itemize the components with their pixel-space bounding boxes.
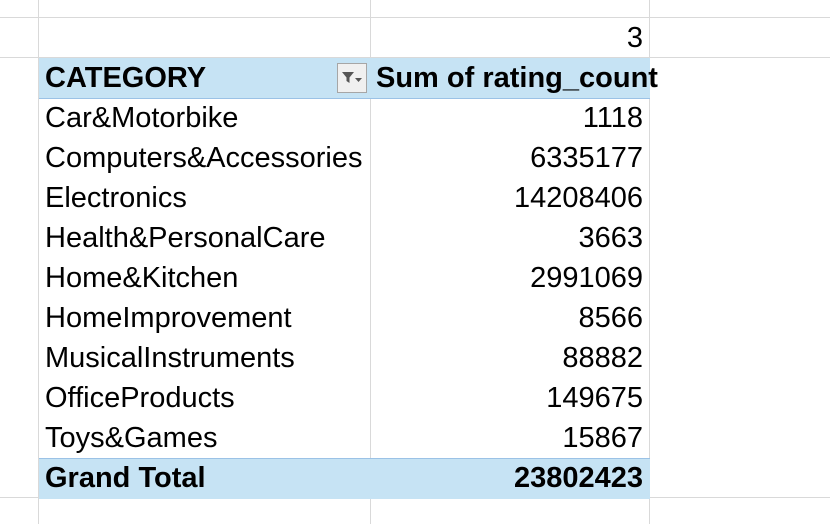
category-cell[interactable]: Health&PersonalCare [45, 222, 326, 254]
grand-total-label[interactable]: Grand Total [45, 462, 206, 494]
filter-dropdown-button[interactable] [337, 63, 367, 93]
category-cell[interactable]: HomeImprovement [45, 302, 292, 334]
grid-row-line [0, 17, 830, 18]
value-cell[interactable]: 6335177 [530, 142, 643, 174]
grid-column-line [38, 0, 39, 524]
grid-row-line [0, 57, 830, 58]
value-cell[interactable]: 1118 [582, 102, 643, 134]
value-cell[interactable]: 14208406 [513, 182, 643, 214]
pivot-row-label-header[interactable]: CATEGORY [45, 62, 207, 94]
category-cell[interactable]: Home&Kitchen [45, 262, 239, 294]
category-cell[interactable]: Electronics [45, 182, 187, 214]
category-cell[interactable]: Toys&Games [45, 422, 218, 454]
value-cell[interactable]: 15867 [562, 422, 643, 454]
value-cell[interactable]: 8566 [578, 302, 643, 334]
category-cell[interactable]: Car&Motorbike [45, 102, 239, 134]
grid-column-line [649, 0, 650, 524]
category-cell[interactable]: Computers&Accessories [45, 142, 363, 174]
grand-total-band [39, 458, 650, 499]
category-cell[interactable]: MusicalInstruments [45, 342, 295, 374]
filter-dropdown-icon [342, 72, 362, 83]
value-cell[interactable]: 88882 [562, 342, 643, 374]
value-cell[interactable]: 3663 [578, 222, 643, 254]
value-cell[interactable]: 149675 [546, 382, 643, 414]
grand-total-value[interactable]: 23802423 [513, 462, 643, 494]
pivot-value-header[interactable]: Sum of rating_count [376, 62, 658, 94]
value-cell[interactable]: 2991069 [530, 262, 643, 294]
cell-value[interactable]: 3 [626, 22, 643, 54]
grid-column-line [370, 0, 371, 524]
category-cell[interactable]: OfficeProducts [45, 382, 235, 414]
